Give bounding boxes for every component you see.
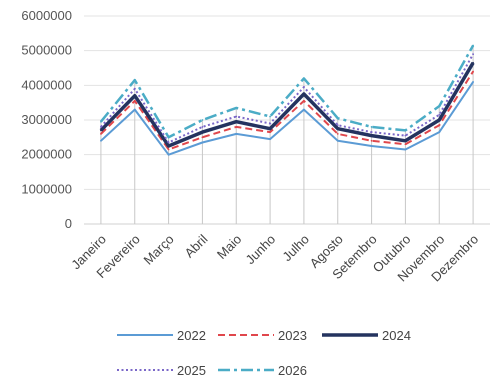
data-point-2024 xyxy=(438,119,441,121)
data-point-2024 xyxy=(133,94,136,97)
data-point-2025 xyxy=(472,53,474,56)
x-tick-label: Junho xyxy=(243,232,279,268)
data-point-2024 xyxy=(336,127,339,130)
data-point-2025 xyxy=(303,86,305,88)
y-tick-label: 6000000 xyxy=(21,8,72,23)
data-point-2026 xyxy=(100,120,102,123)
data-point-2022 xyxy=(336,139,339,142)
data-point-2022 xyxy=(235,132,238,135)
data-point-2026 xyxy=(438,105,441,108)
data-point-2023 xyxy=(438,124,441,127)
data-point-2026 xyxy=(235,106,238,109)
data-point-2025 xyxy=(235,115,238,118)
data-point-2026 xyxy=(269,115,271,118)
data-point-2026 xyxy=(472,44,474,47)
data-point-2022 xyxy=(100,139,102,142)
y-tick-label: 0 xyxy=(65,216,72,231)
data-point-2026 xyxy=(336,117,339,120)
data-point-2023 xyxy=(303,100,305,102)
y-tick-label: 3000000 xyxy=(21,112,72,127)
data-point-2025 xyxy=(269,122,271,125)
data-point-2022 xyxy=(201,141,204,144)
data-point-2025 xyxy=(336,124,339,127)
data-point-2025 xyxy=(100,126,102,128)
series-layer xyxy=(99,44,475,156)
data-point-2023 xyxy=(336,132,339,135)
y-tick-label: 1000000 xyxy=(21,181,72,196)
data-point-2022 xyxy=(404,148,407,151)
legend-label-2024: 2024 xyxy=(382,328,411,343)
data-point-2025 xyxy=(404,134,407,137)
data-point-2024 xyxy=(370,134,373,137)
data-point-2024 xyxy=(167,145,170,147)
series-line-2025 xyxy=(100,53,474,144)
data-point-2022 xyxy=(438,131,441,134)
legend-label-2025: 2025 xyxy=(177,363,206,378)
data-point-2023 xyxy=(235,126,238,128)
data-point-2023 xyxy=(370,139,373,142)
data-point-2024 xyxy=(303,93,305,95)
y-tick-label: 4000000 xyxy=(21,77,72,92)
x-tick-label: Março xyxy=(141,232,177,268)
data-point-2022 xyxy=(269,138,271,140)
data-point-2026 xyxy=(201,119,204,121)
y-tick-label: 2000000 xyxy=(21,147,72,162)
data-point-2026 xyxy=(303,77,305,80)
data-point-2024 xyxy=(472,61,474,64)
data-point-2024 xyxy=(100,129,102,132)
data-point-2025 xyxy=(438,113,441,116)
data-point-2022 xyxy=(167,153,170,156)
legend-label-2026: 2026 xyxy=(278,363,307,378)
data-point-2024 xyxy=(269,127,271,130)
legend: 2022 2023 2024 2025 2026 xyxy=(117,328,411,378)
data-point-2023 xyxy=(100,132,102,135)
data-point-2022 xyxy=(133,108,136,111)
y-tick-label: 5000000 xyxy=(21,43,72,58)
series-line-2024 xyxy=(99,61,475,148)
series-line-2022 xyxy=(100,81,474,156)
data-point-2023 xyxy=(472,70,474,73)
y-axis-ticks: 0 1000000 2000000 3000000 4000000 5000000 6000… xyxy=(21,8,72,231)
data-point-2023 xyxy=(404,143,407,146)
data-point-2022 xyxy=(370,145,373,147)
data-point-2026 xyxy=(370,126,373,128)
data-point-2023 xyxy=(167,148,170,151)
data-point-2026 xyxy=(404,129,407,132)
data-point-2025 xyxy=(133,87,136,90)
data-point-2026 xyxy=(167,136,170,139)
legend-label-2023: 2023 xyxy=(278,328,307,343)
x-tick-label: Abril xyxy=(182,231,211,260)
data-point-2025 xyxy=(201,126,204,128)
data-point-2023 xyxy=(269,131,271,134)
series-line-2023 xyxy=(100,70,474,151)
series-line-2026 xyxy=(99,44,475,139)
data-point-2022 xyxy=(472,80,474,83)
data-point-2024 xyxy=(201,131,204,134)
data-point-2025 xyxy=(370,131,373,134)
data-point-2026 xyxy=(133,79,136,82)
data-point-2023 xyxy=(133,100,136,102)
data-point-2024 xyxy=(404,139,407,142)
data-point-2025 xyxy=(167,141,170,144)
x-tick-label: Maio xyxy=(214,232,245,263)
legend-label-2022: 2022 xyxy=(177,328,206,343)
data-point-2022 xyxy=(303,108,305,111)
data-point-2024 xyxy=(235,120,238,123)
data-point-2023 xyxy=(201,136,204,139)
